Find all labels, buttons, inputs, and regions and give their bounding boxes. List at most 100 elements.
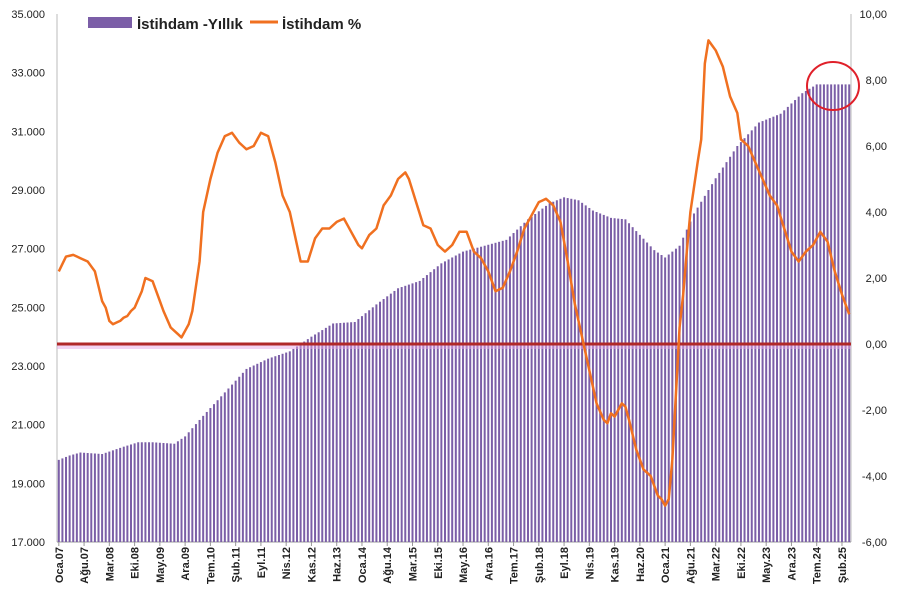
x-tick-label: Kas.19 xyxy=(610,547,622,582)
plot-frame xyxy=(56,14,852,543)
bar xyxy=(422,278,425,542)
bar xyxy=(840,84,843,543)
bar xyxy=(743,138,746,542)
bar xyxy=(837,84,840,543)
bar xyxy=(819,84,822,543)
bar xyxy=(267,358,270,542)
bar xyxy=(700,201,703,543)
bar xyxy=(808,88,811,543)
bar xyxy=(530,216,533,542)
bar xyxy=(519,226,522,542)
bar xyxy=(386,296,389,542)
bar xyxy=(346,322,349,542)
bar xyxy=(328,325,331,542)
bar xyxy=(368,310,371,542)
bar xyxy=(476,247,479,542)
line-path xyxy=(57,39,851,507)
bar xyxy=(173,443,176,542)
x-tick-label: Mar.15 xyxy=(408,547,420,581)
left-tick-label: 35.000 xyxy=(11,9,45,21)
bar xyxy=(162,443,165,542)
bar xyxy=(646,242,649,542)
legend-swatch-bar xyxy=(88,17,132,28)
bar xyxy=(379,301,382,542)
bar xyxy=(487,244,490,542)
bar xyxy=(220,396,223,542)
left-tick-label: 33.000 xyxy=(11,68,45,80)
bar xyxy=(126,445,129,542)
bar xyxy=(176,441,179,542)
right-tick-label: 6,00 xyxy=(866,141,887,153)
bar xyxy=(104,452,107,542)
right-tick-label: 2,00 xyxy=(866,273,887,285)
bar xyxy=(754,126,757,542)
bar xyxy=(516,229,519,542)
bar xyxy=(783,110,786,542)
bar xyxy=(523,222,526,542)
bar xyxy=(761,121,764,542)
bar xyxy=(559,198,562,543)
bar xyxy=(570,198,573,543)
bar xyxy=(797,96,800,543)
bar xyxy=(144,442,147,542)
bar xyxy=(227,388,230,542)
bar xyxy=(288,351,291,542)
bar xyxy=(440,263,443,542)
bar xyxy=(830,84,833,543)
x-tick-label: Nis.12 xyxy=(281,547,293,579)
bar xyxy=(148,442,151,542)
bar xyxy=(729,156,732,542)
bar xyxy=(613,218,616,543)
bar xyxy=(664,257,667,542)
bar xyxy=(653,250,656,542)
bar xyxy=(660,255,663,542)
bar xyxy=(79,452,82,542)
bar xyxy=(436,266,439,542)
left-axis-ticks: 17.000 19.000 21.000 23.000 25.000 27.000 29.0… xyxy=(11,9,45,549)
bar xyxy=(303,341,306,542)
left-tick-label: 19.000 xyxy=(11,478,45,490)
x-tick-label: Oca.21 xyxy=(660,547,672,583)
x-tick-label: Şub.11 xyxy=(231,547,243,582)
left-tick-label: 27.000 xyxy=(11,244,45,256)
bar xyxy=(83,452,86,542)
bar xyxy=(591,210,594,542)
bar xyxy=(620,218,623,542)
right-tick-label: 4,00 xyxy=(866,207,887,219)
bar xyxy=(332,323,335,542)
bar xyxy=(238,376,241,542)
x-axis-ticks: Oca.07 Ağu.07 Mar.08 Eki.08 May.09 Ara.09 Tem.… xyxy=(54,542,849,584)
bar xyxy=(725,162,728,542)
bar xyxy=(508,236,511,542)
x-tick-label: Tem.17 xyxy=(509,547,521,584)
bar xyxy=(187,432,190,542)
right-tick-label: 10,00 xyxy=(859,9,887,21)
bar xyxy=(111,450,114,542)
bar xyxy=(610,217,612,542)
bar xyxy=(158,442,161,542)
bar xyxy=(642,238,645,542)
bar xyxy=(548,203,551,542)
bar xyxy=(389,293,392,542)
bar xyxy=(617,218,620,542)
bar xyxy=(555,200,558,542)
bar xyxy=(498,241,501,542)
bar xyxy=(241,372,244,542)
bar xyxy=(339,322,342,542)
bar xyxy=(263,360,266,542)
bar xyxy=(462,251,465,542)
x-tick-label: Kas.12 xyxy=(306,547,318,582)
x-tick-label: Şub.18 xyxy=(534,547,546,583)
bar xyxy=(129,444,132,542)
zero-reference-line xyxy=(57,342,851,349)
bar xyxy=(382,299,385,542)
bar xyxy=(169,443,172,542)
bar xyxy=(415,282,418,542)
bar xyxy=(501,240,504,542)
bar xyxy=(433,269,436,542)
bar xyxy=(90,453,93,542)
bar xyxy=(191,428,194,542)
bar xyxy=(397,288,400,542)
left-tick-label: 23.000 xyxy=(11,361,45,373)
